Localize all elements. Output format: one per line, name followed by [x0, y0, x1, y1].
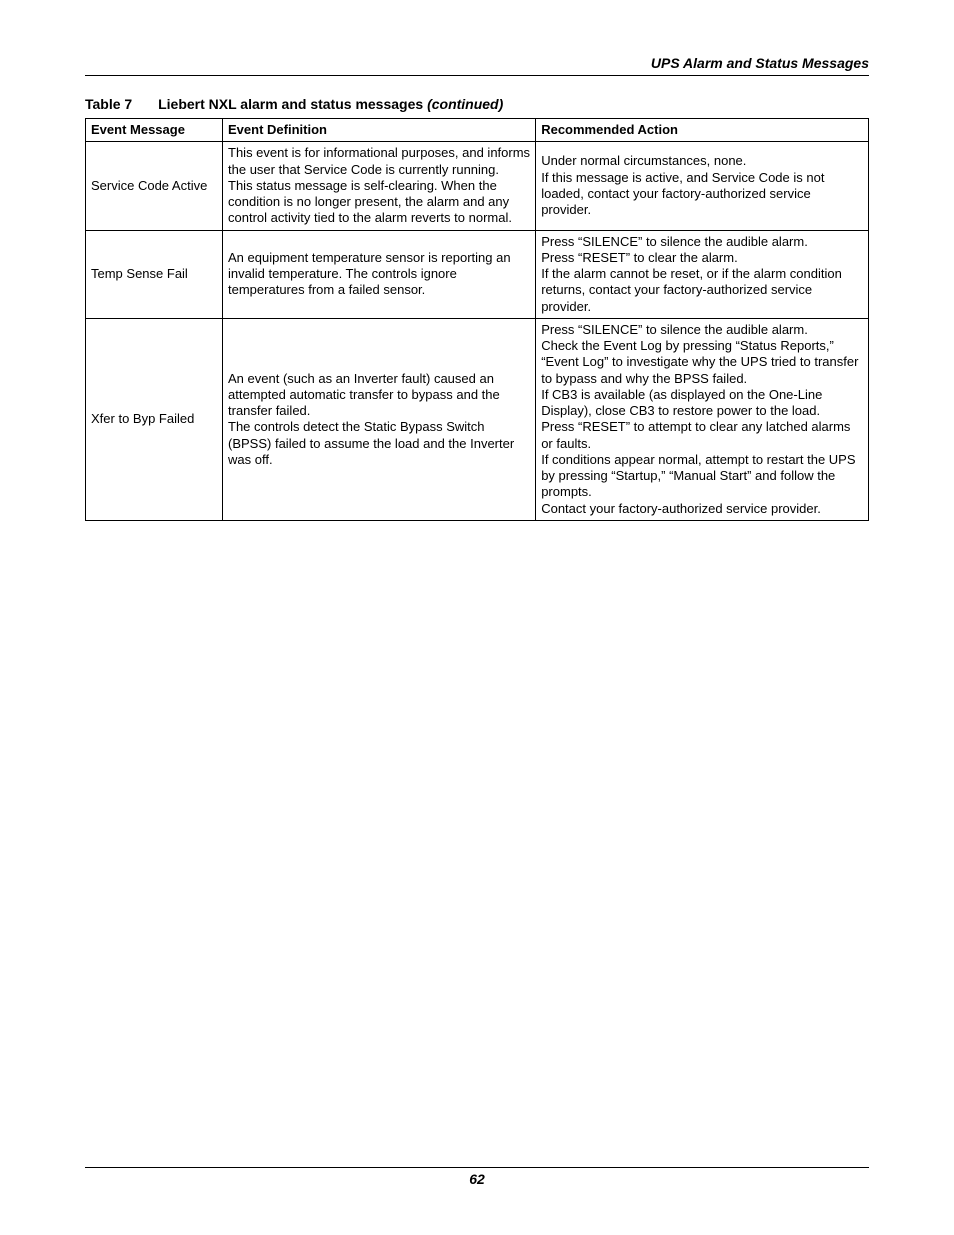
table-row: Xfer to Byp Failed An event (such as an … — [86, 318, 869, 520]
cell-event-definition: An equipment temperature sensor is repor… — [223, 230, 536, 318]
column-header-event-message: Event Message — [86, 119, 223, 142]
page: UPS Alarm and Status Messages Table 7 Li… — [0, 0, 954, 1235]
table-caption-continued: (continued) — [427, 96, 503, 112]
cell-event-message: Service Code Active — [86, 142, 223, 230]
column-header-recommended-action: Recommended Action — [536, 119, 869, 142]
cell-recommended-action: Press “SILENCE” to silence the audible a… — [536, 230, 869, 318]
table-header-row: Event Message Event Definition Recommend… — [86, 119, 869, 142]
table-caption-label: Table 7 — [85, 96, 132, 112]
cell-event-message: Xfer to Byp Failed — [86, 318, 223, 520]
table-row: Service Code Active This event is for in… — [86, 142, 869, 230]
page-number: 62 — [469, 1171, 485, 1187]
cell-event-definition: An event (such as an Inverter fault) cau… — [223, 318, 536, 520]
column-header-event-definition: Event Definition — [223, 119, 536, 142]
table-row: Temp Sense Fail An equipment temperature… — [86, 230, 869, 318]
cell-event-message: Temp Sense Fail — [86, 230, 223, 318]
alarm-status-table: Event Message Event Definition Recommend… — [85, 118, 869, 521]
running-header: UPS Alarm and Status Messages — [85, 55, 869, 76]
page-footer: 62 — [85, 1167, 869, 1187]
table-caption-title: Liebert NXL alarm and status messages — [158, 96, 427, 112]
cell-event-definition: This event is for informational purposes… — [223, 142, 536, 230]
cell-recommended-action: Under normal circumstances, none.If this… — [536, 142, 869, 230]
cell-recommended-action: Press “SILENCE” to silence the audible a… — [536, 318, 869, 520]
table-caption: Table 7 Liebert NXL alarm and status mes… — [85, 96, 869, 112]
